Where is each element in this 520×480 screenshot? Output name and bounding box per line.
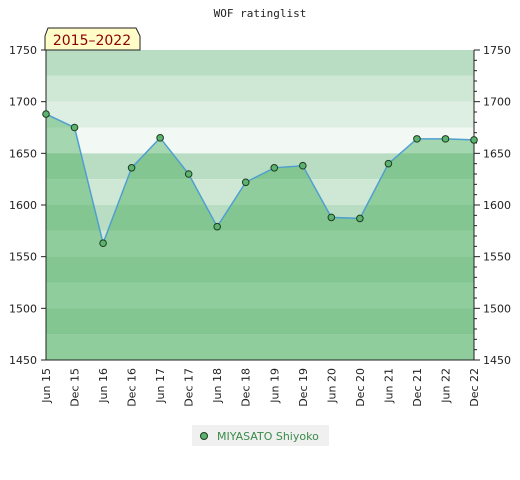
y-tick-label-right: 1450: [483, 354, 511, 367]
data-point: [470, 136, 478, 144]
y-tick-label-left: 1550: [9, 251, 37, 264]
y-tick-label-left: 1500: [9, 302, 37, 315]
background-band: [46, 50, 474, 76]
y-tick-label-left: 1650: [9, 147, 37, 160]
background-band: [46, 101, 474, 128]
tick-labels-layer: 1450 1450 1500 1500 1550 1550 1600 1600 1650 1650…: [9, 44, 511, 407]
x-tick-label: Jun 19: [268, 368, 281, 404]
background-band: [46, 127, 474, 154]
data-point: [42, 110, 50, 118]
x-tick-label: Jun 18: [211, 368, 224, 404]
data-point: [384, 159, 393, 168]
background-band: [46, 75, 474, 102]
x-tick-label: Jun 15: [40, 368, 53, 404]
y-tick-label-right: 1650: [483, 147, 511, 160]
y-tick-label-right: 1750: [483, 44, 511, 57]
data-point: [356, 214, 364, 223]
x-tick-label: Dec 22: [468, 368, 481, 407]
data-point: [270, 164, 279, 172]
area-fill: [46, 114, 474, 360]
area-fill-layer: [46, 114, 474, 360]
x-tick-label: Jun 16: [97, 368, 110, 404]
x-tick-label: Dec 18: [240, 368, 253, 407]
y-tick-label-left: 1750: [9, 44, 37, 57]
x-tick-label: Jun 20: [325, 368, 338, 404]
x-tick-label: Dec 20: [354, 368, 367, 407]
y-tick-label-right: 1700: [483, 96, 511, 109]
chart-title: WOF ratinglist: [214, 7, 307, 20]
data-point: [184, 170, 193, 178]
x-tick-label: Jun 21: [382, 368, 395, 404]
data-point: [213, 222, 221, 231]
x-tick-label: Dec 17: [183, 368, 196, 407]
background-band: [46, 256, 474, 283]
date-range-badge: 2015–2022: [44, 27, 141, 51]
x-tick-label: Jun 17: [154, 368, 167, 404]
axes: [41, 49, 480, 361]
x-tick-label: Jun 22: [439, 368, 452, 404]
background-band: [46, 230, 474, 257]
background-band: [46, 282, 474, 309]
data-point: [413, 135, 421, 143]
x-tick-label: Dec 16: [126, 368, 139, 407]
data-point: [327, 213, 336, 222]
x-tick-label: Dec 15: [69, 368, 82, 407]
background-band: [46, 205, 474, 231]
background-band: [46, 179, 474, 205]
legend-marker-icon: [200, 432, 208, 440]
legend-series-name: MIYASATO Shiyoko: [217, 430, 319, 443]
y-tick-label-right: 1500: [483, 302, 511, 315]
y-tick-label-left: 1600: [9, 199, 37, 212]
background-band: [46, 308, 474, 335]
y-tick-label-left: 1450: [9, 354, 37, 367]
data-point: [156, 134, 164, 142]
background-band: [46, 334, 474, 360]
date-range-label: 2015–2022: [53, 33, 131, 49]
data-point: [127, 164, 136, 172]
data-point: [299, 161, 307, 170]
x-tick-label: Dec 21: [411, 368, 424, 407]
data-point: [70, 123, 79, 132]
x-tick-label: Dec 19: [297, 368, 310, 407]
data-point: [241, 178, 250, 187]
data-point: [441, 135, 450, 143]
data-point: [99, 239, 107, 248]
data-points-layer: [42, 110, 478, 248]
legend-box: [192, 425, 329, 446]
y-tick-label-left: 1700: [9, 96, 37, 109]
legend: MIYASATO Shiyoko: [192, 425, 329, 446]
series-line: [45, 113, 475, 246]
date-range-box: [44, 27, 141, 51]
series-line-layer: [45, 113, 475, 246]
y-tick-label-right: 1600: [483, 199, 511, 212]
y-tick-label-right: 1550: [483, 251, 511, 264]
